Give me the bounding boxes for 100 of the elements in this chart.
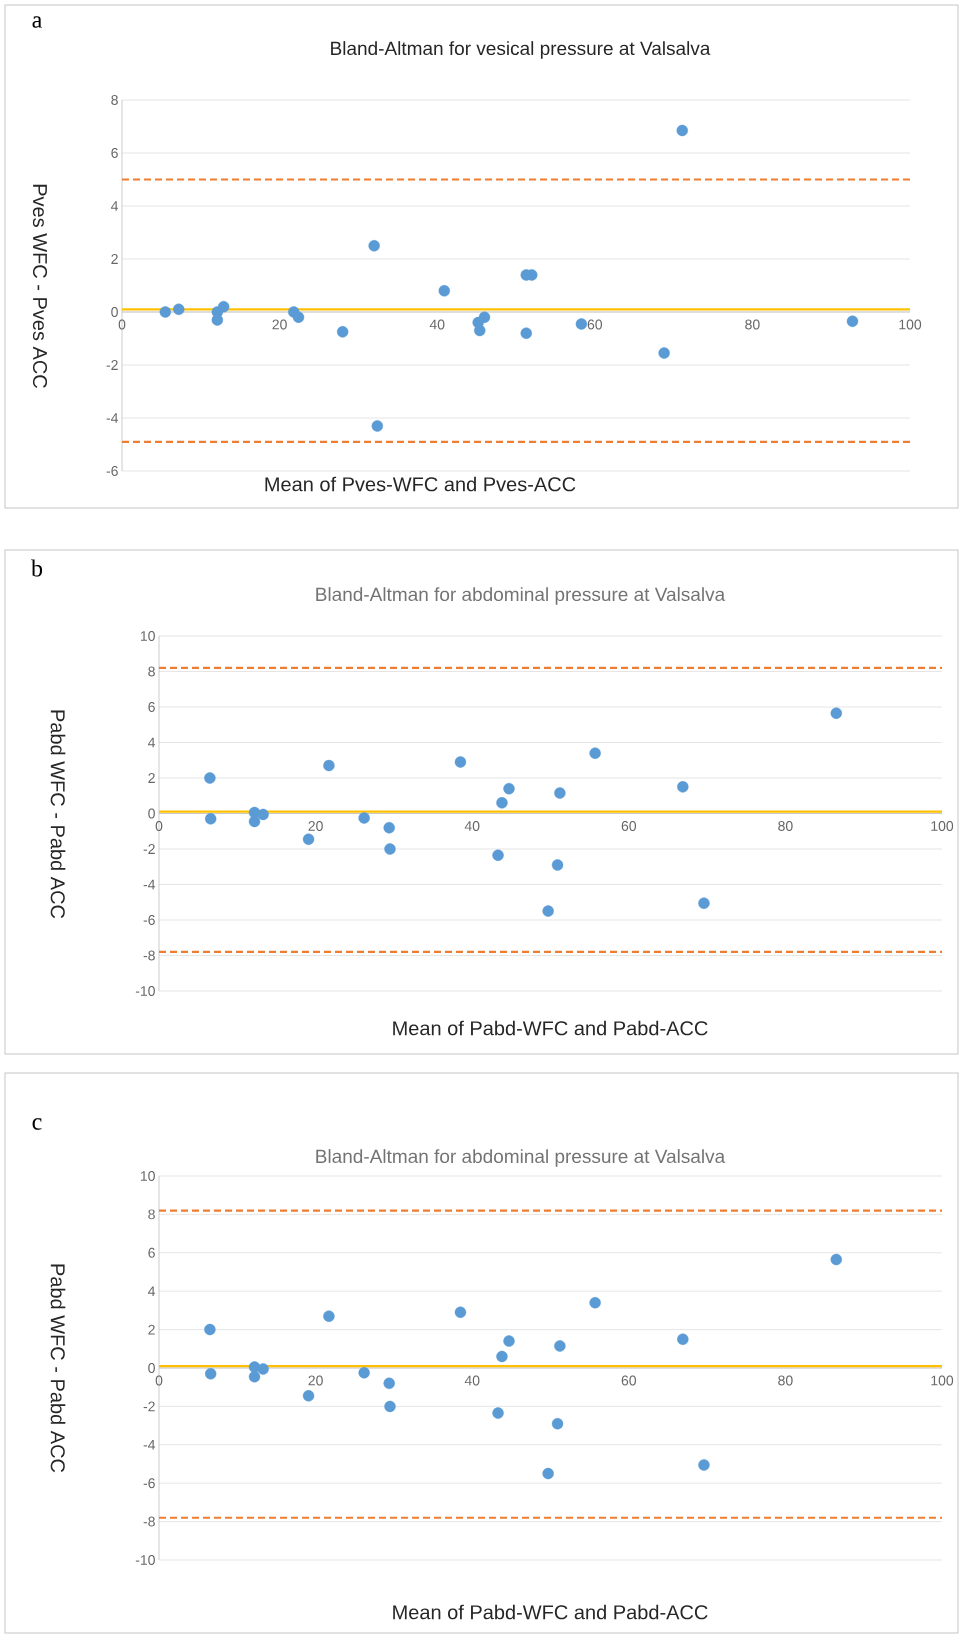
y-tick-label: 10 (140, 1171, 155, 1181)
y-tick-label: -6 (106, 466, 118, 476)
point (846, 315, 859, 327)
point (520, 327, 532, 339)
x-tick-label: 40 (429, 319, 445, 330)
point (438, 285, 450, 297)
y-axis-title: Pabd WFC - Pabd ACC (50, 1264, 66, 1473)
point (384, 843, 396, 855)
point (204, 772, 216, 784)
point (204, 813, 217, 825)
x-tick-label: 100 (931, 821, 954, 831)
x-tick-label: 80 (778, 821, 793, 831)
y-tick-label: 8 (148, 1209, 155, 1220)
point (302, 833, 315, 845)
point (496, 797, 508, 809)
x-axis-title: Mean of Pabd-WFC and Pabd-ACC (393, 1604, 708, 1620)
x-tick-label: 40 (464, 821, 480, 831)
point (384, 1400, 396, 1413)
x-tick-label: 40 (464, 1375, 480, 1386)
point (454, 1306, 467, 1319)
y-tick-label: -4 (143, 1439, 156, 1450)
y-tick-label: 2 (148, 773, 155, 783)
y-tick-label: 2 (148, 1324, 155, 1335)
point (542, 905, 554, 917)
y-tick-label: -2 (106, 360, 118, 370)
point (503, 1335, 515, 1347)
point (383, 1377, 395, 1390)
point (554, 1340, 566, 1352)
point (551, 1417, 564, 1430)
text: b (31, 559, 43, 577)
y-tick-label: -6 (143, 915, 155, 925)
point (358, 812, 370, 824)
point (658, 347, 670, 359)
point (454, 756, 467, 768)
point (830, 707, 842, 719)
point (554, 787, 566, 799)
point (383, 821, 395, 834)
point (204, 1323, 216, 1336)
point (358, 1367, 370, 1379)
x-tick-label: 60 (587, 319, 603, 330)
y-tick-label: -6 (143, 1478, 155, 1489)
x-axis-title: Mean of Pves-WFC and Pves-ACC (265, 476, 576, 492)
y-tick-label: -2 (143, 1401, 155, 1412)
point (492, 1407, 504, 1419)
point (292, 311, 305, 323)
point (676, 124, 688, 137)
x-tick-label: 100 (899, 319, 922, 330)
y-tick-label: 8 (111, 95, 118, 105)
y-axis-title: Pabd WFC - Pabd ACC (50, 710, 66, 919)
point (503, 782, 515, 795)
y-tick-label: 8 (148, 666, 155, 677)
point (830, 1253, 842, 1266)
point (336, 326, 349, 338)
y-tick-label: 6 (148, 1247, 155, 1258)
x-tick-label: 60 (621, 821, 637, 831)
chart-title: Bland-Altman for vesical pressure at Valsalva (331, 41, 711, 59)
x-tick-label: 0 (118, 319, 126, 330)
y-tick-label: -8 (143, 950, 155, 961)
y-tick-label: 4 (147, 737, 156, 748)
y-tick-label: -4 (106, 413, 119, 423)
chart-title: Bland-Altman for abdominal pressure at Valsalva (316, 1149, 726, 1167)
y-tick-label: 10 (140, 631, 155, 641)
x-tick-label: 20 (272, 319, 287, 330)
point (589, 747, 601, 759)
y-tick-label: -10 (135, 1555, 155, 1565)
y-axis-title: Pves WFC - Pves ACC (32, 184, 48, 388)
point (159, 306, 172, 318)
y-tick-label: 0 (111, 307, 118, 317)
point (302, 1390, 315, 1402)
x-tick-label: 0 (155, 821, 163, 831)
point (542, 1467, 554, 1480)
x-tick-label: 20 (308, 821, 323, 831)
y-tick-label: 4 (147, 1286, 156, 1297)
point (204, 1368, 217, 1380)
x-axis-title: Mean of Pabd-WFC and Pabd-ACC (393, 1020, 708, 1036)
point (371, 420, 384, 432)
text: a (32, 16, 42, 28)
point (173, 303, 185, 316)
x-tick-label: 80 (745, 319, 760, 330)
point (248, 1370, 261, 1383)
point (575, 318, 588, 330)
text: c (32, 1118, 42, 1130)
x-tick-label: 60 (621, 1375, 637, 1386)
point (496, 1350, 508, 1363)
point (257, 1363, 269, 1375)
x-tick-label: 80 (778, 1375, 793, 1386)
y-tick-label: 0 (148, 808, 155, 819)
point (492, 849, 504, 861)
point (368, 240, 380, 252)
point (698, 1459, 710, 1471)
y-tick-label: 6 (111, 148, 118, 158)
chart-title: Bland-Altman for abdominal pressure at Valsalva (316, 587, 726, 605)
point (551, 859, 564, 871)
x-tick-label: 100 (931, 1375, 954, 1386)
y-tick-label: -2 (143, 844, 155, 854)
y-tick-label: 0 (148, 1363, 155, 1373)
y-tick-label: 2 (111, 254, 118, 264)
y-tick-label: 6 (148, 702, 155, 712)
point (474, 324, 486, 337)
y-tick-label: -10 (135, 986, 155, 996)
